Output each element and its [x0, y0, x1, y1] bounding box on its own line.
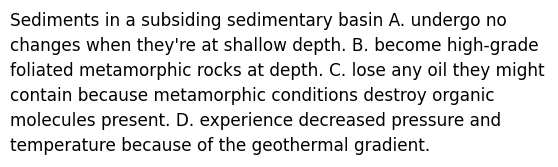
Text: Sediments in a subsiding sedimentary basin A. undergo no
changes when they're at: Sediments in a subsiding sedimentary bas…	[10, 12, 545, 155]
